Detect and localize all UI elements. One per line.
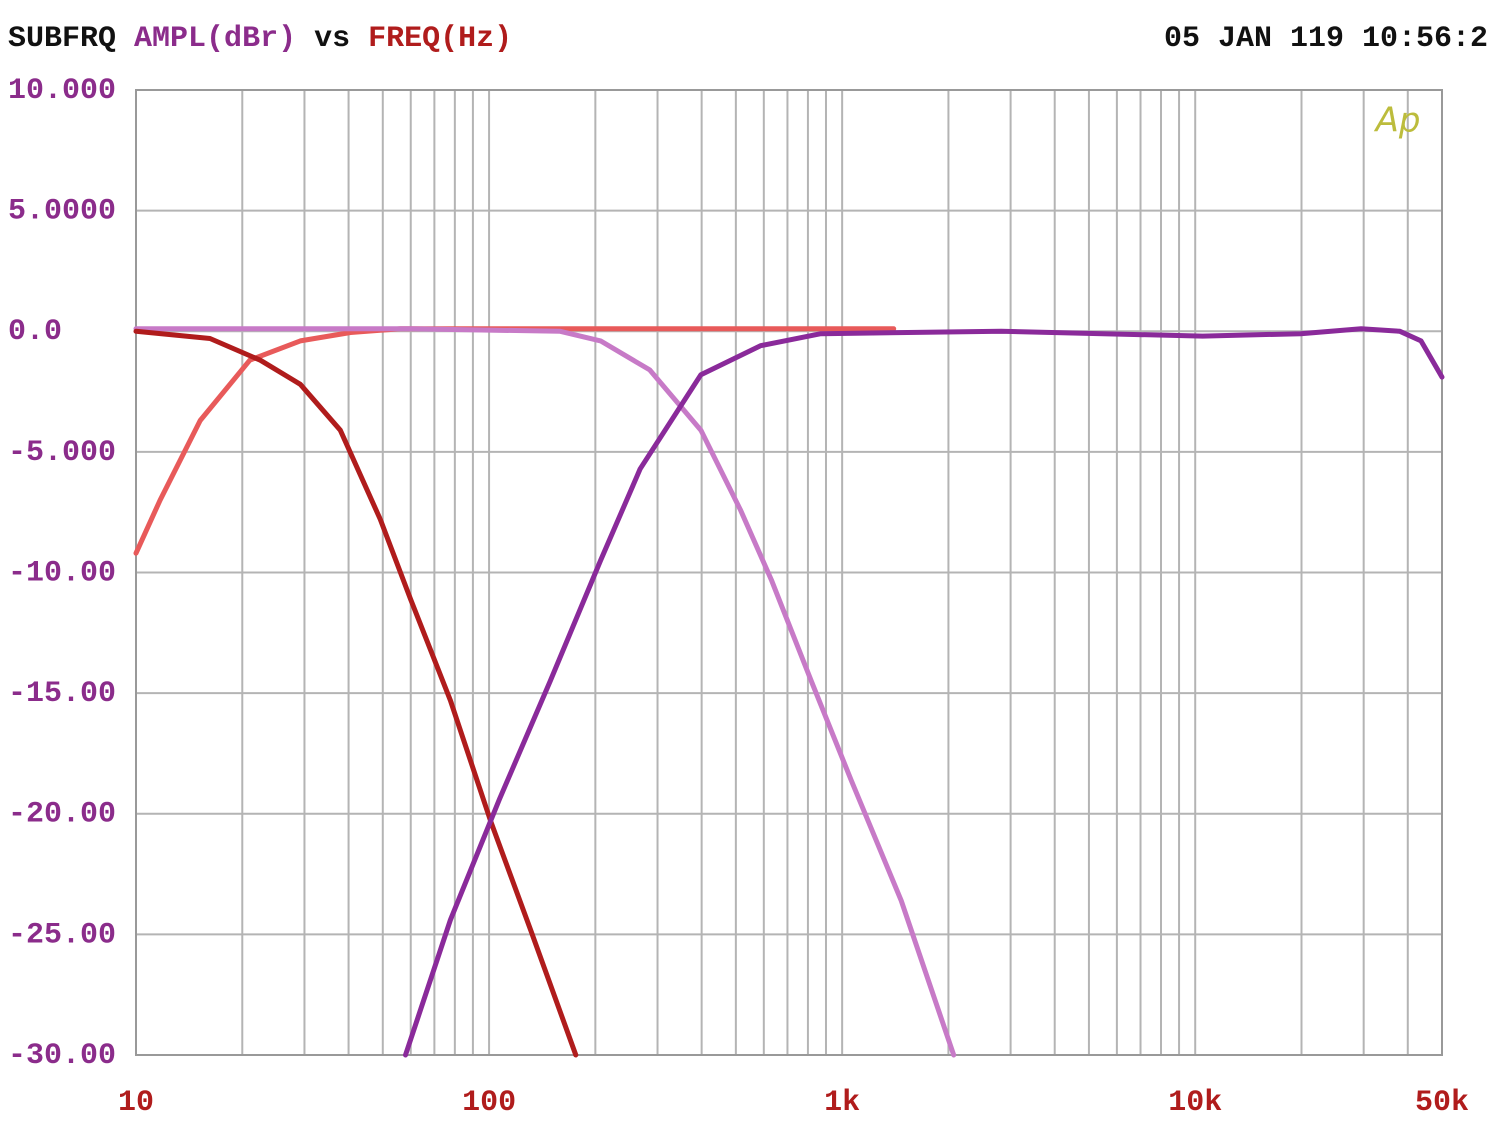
series-line xyxy=(133,328,579,1058)
series-line xyxy=(403,326,1445,1058)
y-tick-label: -5.000 xyxy=(8,436,116,470)
y-tick-label: -20.00 xyxy=(8,798,116,832)
plot-border xyxy=(135,89,1443,1056)
x-tick-label: 10 xyxy=(118,1086,154,1120)
x-axis-label: FREQ(Hz) xyxy=(368,22,512,56)
title-prefix: SUBFRQ xyxy=(8,22,116,56)
x-tick-label: 100 xyxy=(462,1086,516,1120)
y-tick-label: -10.00 xyxy=(8,556,116,590)
x-tick-label: 50k xyxy=(1415,1086,1469,1120)
y-tick-label: -30.00 xyxy=(8,1039,116,1073)
y-tick-label: -15.00 xyxy=(8,677,116,711)
title-vs: vs xyxy=(314,22,350,56)
y-tick-label: 0.0 xyxy=(8,315,62,349)
x-tick-label: 10k xyxy=(1168,1086,1222,1120)
y-tick-label: 5.0000 xyxy=(8,195,116,229)
logo: Ap xyxy=(1374,101,1421,141)
y-axis-label: AMPL(dBr) xyxy=(134,22,296,56)
y-tick-label: -25.00 xyxy=(8,918,116,952)
y-tick-label: 10.000 xyxy=(8,74,116,108)
series-line xyxy=(133,326,957,1058)
series-line xyxy=(133,326,897,556)
x-tick-label: 1k xyxy=(824,1086,860,1120)
timestamp: 05 JAN 119 10:56:2 xyxy=(1164,22,1488,56)
chart-title: SUBFRQ AMPL(dBr) vs FREQ(Hz) xyxy=(8,22,512,56)
